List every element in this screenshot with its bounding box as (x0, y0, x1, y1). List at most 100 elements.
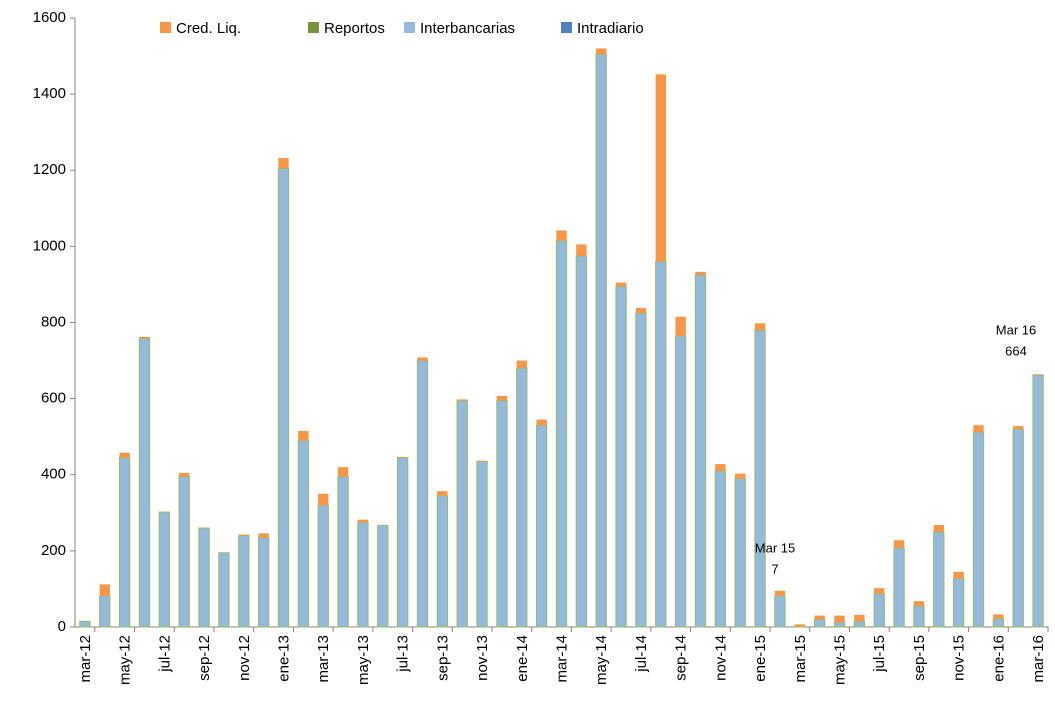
annotation: Mar 16 (996, 322, 1036, 337)
y-tick-label: 800 (41, 313, 66, 330)
bar-segment (416, 360, 429, 628)
bar-segment (834, 615, 845, 623)
x-tick-label: mar-16 (1030, 635, 1047, 683)
bar-segment (873, 593, 885, 628)
bar-segment (893, 540, 905, 548)
x-tick-label: jul-13 (395, 635, 412, 673)
bar-segment (674, 335, 687, 628)
legend-label: Cred. Liq. (176, 20, 241, 37)
bar-segment (754, 329, 766, 628)
bar-segment (595, 53, 607, 628)
bar-segment (198, 527, 210, 628)
x-tick-label: may-15 (831, 635, 848, 685)
bar-segment (715, 464, 726, 471)
legend-swatch (160, 22, 171, 33)
y-tick-label: 1200 (33, 161, 66, 178)
bar-segment (318, 493, 329, 506)
bar-segment (952, 577, 965, 628)
bar-segment (655, 261, 667, 628)
bar-segment (913, 601, 925, 607)
bar-segment (1032, 374, 1044, 628)
bar-segment (813, 618, 826, 628)
bar-segment (436, 495, 449, 628)
bar-segment (635, 308, 647, 313)
y-tick-label: 400 (41, 466, 66, 483)
bar-segment (138, 337, 151, 628)
bar-segment (337, 467, 349, 477)
bar-segment (576, 244, 587, 256)
bar-segment (179, 472, 190, 477)
bar-segment (396, 457, 409, 628)
y-tick-label: 1400 (33, 85, 66, 102)
x-tick-label: sep-13 (434, 635, 451, 681)
bar-segment (874, 588, 885, 594)
bar-segment (1032, 374, 1044, 376)
x-tick-label: sep-12 (196, 635, 213, 681)
bar-segment (774, 590, 786, 596)
y-tick-label: 600 (41, 390, 66, 407)
bar-segment (972, 431, 985, 628)
bar-segment (257, 537, 270, 628)
bar-segment (1012, 428, 1024, 628)
bar-segment (516, 360, 527, 369)
bar-segment (694, 274, 707, 628)
bar-segment (357, 519, 369, 523)
bar-segment (476, 460, 488, 462)
bar-segment (317, 504, 329, 628)
bar-segment (675, 316, 686, 336)
bar-segment (457, 399, 468, 401)
x-tick-label: nov-15 (951, 635, 968, 681)
x-tick-label: mar-13 (315, 635, 332, 683)
x-tick-label: ene-14 (514, 635, 531, 682)
bar-segment (754, 323, 766, 331)
bar-segment (337, 476, 349, 628)
bar-segment (933, 531, 945, 628)
bar-segment (397, 456, 408, 458)
bar-segment (357, 521, 369, 628)
bar-segment (535, 424, 548, 628)
bar-segment (993, 614, 1004, 619)
y-tick-label: 1000 (33, 237, 66, 254)
bar-segment (1013, 426, 1024, 430)
legend-swatch (404, 22, 415, 33)
bar-segment (298, 430, 309, 441)
bar-segment (714, 470, 727, 628)
bar-segment (218, 552, 230, 628)
bar-segment (158, 511, 171, 628)
x-tick-label: ene-13 (275, 635, 292, 682)
bar-segment (695, 271, 706, 275)
annotation: Mar 15 (755, 540, 795, 555)
x-tick-label: mar-12 (77, 635, 94, 683)
bar-segment (496, 400, 508, 628)
bar-segment (119, 452, 130, 458)
bar-segment (854, 614, 865, 622)
bar-segment (178, 476, 190, 628)
bar-segment (238, 534, 249, 536)
bar-segment (556, 230, 567, 241)
bar-segment (139, 336, 150, 339)
bar-segment (238, 535, 250, 628)
bar-segment (735, 473, 746, 479)
x-tick-label: sep-14 (673, 635, 690, 681)
x-tick-label: jul-12 (156, 635, 173, 673)
bar-segment (377, 524, 389, 628)
bar-segment (575, 255, 588, 628)
bar-segment (635, 312, 647, 628)
y-tick-label: 200 (41, 542, 66, 559)
x-tick-label: jul-15 (871, 635, 888, 673)
bar-segment (774, 595, 786, 628)
x-tick-label: jul-14 (633, 635, 650, 673)
bar-segment (953, 571, 964, 579)
bar-segment (814, 615, 825, 620)
x-tick-label: may-13 (355, 635, 372, 685)
legend-swatch (561, 22, 572, 33)
legend-swatch (308, 22, 319, 33)
x-tick-label: ene-16 (990, 635, 1007, 682)
bar-segment (973, 425, 984, 433)
bar-segment (496, 395, 508, 401)
bar-segment (476, 460, 488, 628)
annotation: 664 (1005, 343, 1027, 358)
bar-segment (516, 367, 528, 628)
y-tick-label: 1600 (33, 9, 66, 26)
